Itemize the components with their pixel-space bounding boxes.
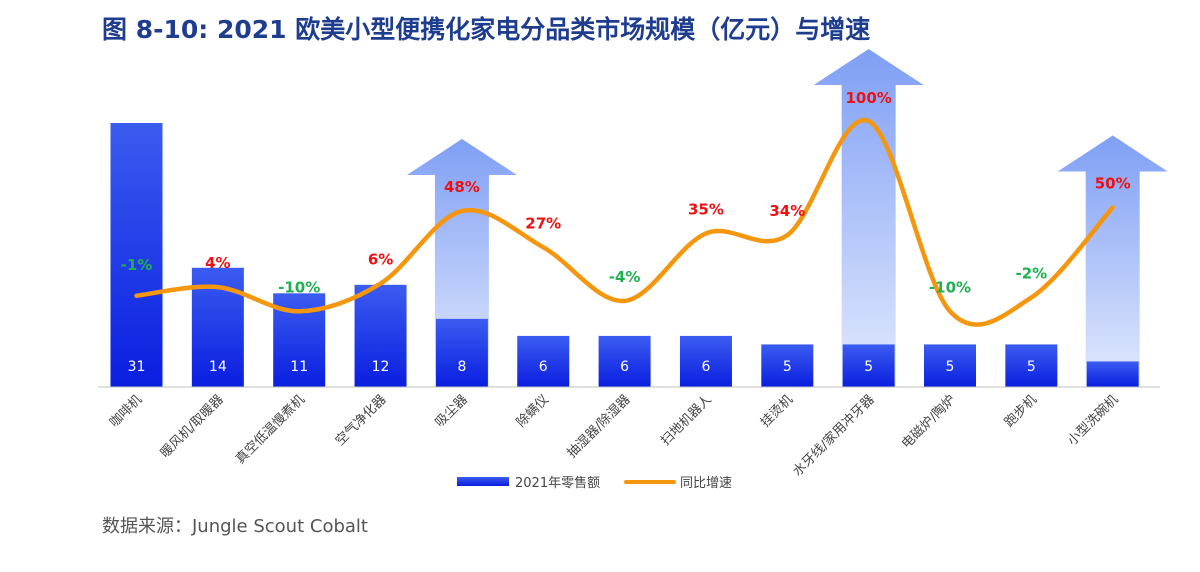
growth-line [134, 117, 1115, 327]
category-label-暖风机-取暖器: 暖风机/取暖器 [158, 392, 227, 461]
bar-value-label: 6 [701, 359, 710, 375]
legend: 2021年零售额 同比增速 [457, 475, 732, 491]
bar-除螨仪 [517, 335, 570, 387]
bar-吸尘器 [435, 318, 488, 387]
highlight-arrow-水牙线-家用冲牙器 [813, 49, 924, 387]
growth-label: -10% [929, 278, 971, 296]
bar-value-label: 31 [128, 359, 146, 375]
growth-label: 100% [845, 89, 891, 107]
category-label-吸尘器: 吸尘器 [433, 392, 471, 430]
bar-value-label: 5 [946, 359, 955, 375]
growth-label: -2% [1015, 264, 1047, 282]
category-label-真空低温慢煮机: 真空低温慢煮机 [232, 392, 308, 468]
bar-电磁炉-陶炉 [924, 344, 976, 387]
legend-bar-swatch [457, 477, 509, 486]
growth-label: 34% [769, 202, 805, 220]
category-label-挂烫机: 挂烫机 [758, 392, 796, 430]
category-label-扫地机器人: 扫地机器人 [658, 392, 715, 449]
category-label-小型洗碗机: 小型洗碗机 [1064, 392, 1121, 449]
bar-value-label: 6 [620, 359, 629, 375]
highlight-arrow-小型洗碗机 [1057, 135, 1168, 387]
category-label-空气净化器: 空气净化器 [332, 392, 389, 449]
bar-抽湿器-除湿器 [598, 335, 651, 387]
bar-value-label: 8 [457, 359, 466, 375]
growth-label: -1% [121, 256, 153, 274]
bar-水牙线-家用冲牙器 [842, 344, 895, 387]
growth-label: 48% [444, 178, 480, 196]
bar-value-label: 5 [783, 359, 792, 375]
bar-value-label: 11 [290, 359, 308, 375]
bar-扫地机器人 [679, 335, 732, 387]
legend-line-label: 同比增速 [680, 476, 732, 491]
category-label-跑步机: 跑步机 [1002, 392, 1040, 430]
category-label-咖啡机: 咖啡机 [107, 392, 145, 430]
bar-小型洗碗机 [1086, 361, 1139, 387]
bar-空气净化器 [354, 284, 407, 387]
chart-title: 图 8-10: 2021 欧美小型便携化家电分品类市场规模（亿元）与增速 [102, 15, 871, 44]
bar-value-label: 5 [1027, 359, 1036, 375]
category-label-电磁炉-陶炉: 电磁炉/陶炉 [898, 392, 958, 452]
legend-bar-label: 2021年零售额 [515, 475, 600, 491]
bar-跑步机 [1005, 344, 1058, 387]
growth-label: 4% [205, 254, 230, 272]
growth-label: 6% [368, 251, 393, 269]
bar-value-label: 14 [209, 359, 227, 375]
growth-label: 27% [525, 214, 561, 232]
growth-label: 50% [1095, 175, 1131, 193]
growth-label: -10% [278, 278, 320, 296]
bar-挂烫机 [761, 344, 814, 387]
growth-label: -4% [609, 268, 641, 286]
bar-value-label: 12 [372, 359, 390, 375]
category-label-水牙线-家用冲牙器: 水牙线/家用冲牙器 [790, 392, 878, 480]
category-label-除螨仪: 除螨仪 [514, 392, 552, 430]
bar-value-label: 6 [539, 359, 548, 375]
bar-咖啡机 [110, 123, 163, 387]
source-note: 数据来源：Jungle Scout Cobalt [102, 516, 368, 537]
growth-label: 35% [688, 200, 724, 218]
highlight-arrow-吸尘器 [406, 138, 517, 387]
category-label-抽湿器-除湿器: 抽湿器/除湿器 [565, 392, 634, 461]
bar-value-label: 5 [864, 359, 873, 375]
